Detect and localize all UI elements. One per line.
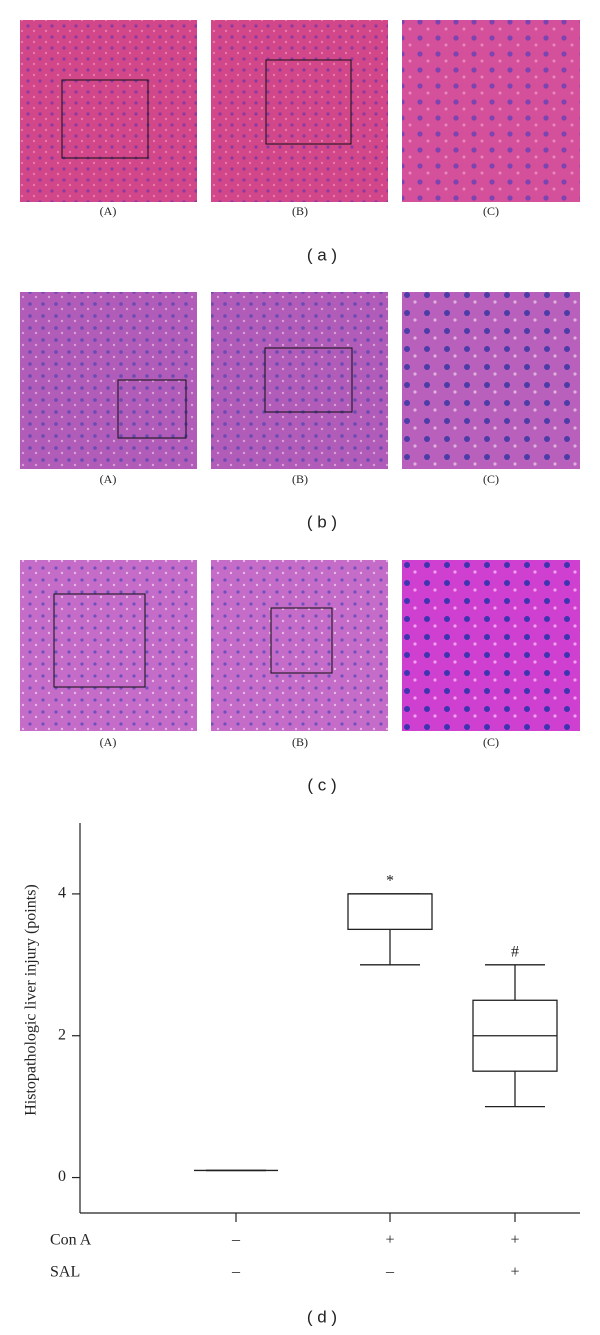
inset-box: [53, 593, 146, 688]
panel-label: ( c ): [307, 775, 336, 794]
image-label: (A): [100, 735, 117, 749]
y-tick-label: 0: [58, 1168, 66, 1185]
y-tick-label: 4: [58, 885, 66, 902]
image-label: (C): [483, 735, 499, 749]
panel-label: ( a ): [307, 245, 337, 264]
condition-value: –: [385, 1264, 395, 1281]
micrograph: [211, 20, 388, 202]
condition-value: +: [510, 1264, 519, 1281]
inset-box: [270, 607, 333, 674]
annotation: *: [386, 873, 394, 890]
micrograph: [402, 20, 580, 202]
micrograph: [20, 560, 197, 731]
inset-box: [265, 59, 352, 145]
micrograph: [402, 292, 580, 469]
inset-box: [117, 379, 187, 439]
micrograph: [20, 20, 197, 202]
box: [347, 893, 433, 931]
micrograph: [402, 560, 580, 731]
panel-b: (A) (B) (C) ( b ): [20, 292, 580, 531]
image-label: (B): [292, 204, 308, 218]
micrograph: [211, 292, 388, 469]
inset-box: [61, 79, 149, 159]
inset-box: [264, 347, 353, 413]
image-label: (A): [100, 204, 117, 218]
micrograph: [211, 560, 388, 731]
y-axis-label: Histopathologic liver injury (points): [23, 884, 40, 1116]
annotation: #: [511, 943, 519, 960]
panel-a: (A) (B) (C) ( a ): [20, 20, 580, 264]
condition-value: +: [385, 1232, 394, 1249]
condition-name: SAL: [50, 1264, 80, 1281]
condition-name: Con A: [50, 1232, 92, 1249]
image-label: (A): [100, 472, 117, 486]
image-label: (B): [292, 735, 308, 749]
y-tick-label: 2: [58, 1026, 66, 1043]
condition-value: –: [231, 1264, 241, 1281]
condition-value: +: [510, 1232, 519, 1249]
condition-value: –: [231, 1232, 241, 1249]
box-plot: Histopathologic liver injury (points) ( …: [23, 823, 580, 1326]
image-label: (C): [483, 472, 499, 486]
image-label: (B): [292, 472, 308, 486]
panel-c: (A) (B) (C) ( c ): [20, 560, 580, 794]
panel-label: ( b ): [307, 512, 337, 531]
image-label: (C): [483, 204, 499, 218]
panel-label: ( d ): [307, 1307, 337, 1326]
